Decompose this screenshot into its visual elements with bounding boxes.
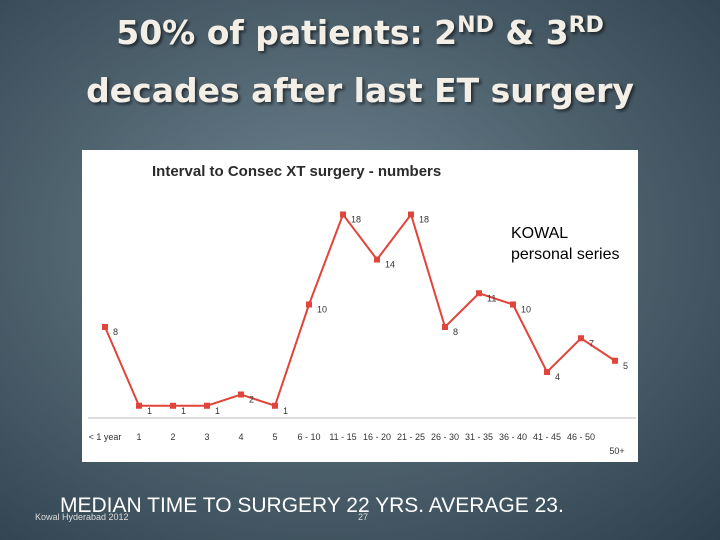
data-point: [170, 402, 176, 409]
x-tick-label: 2: [170, 432, 175, 442]
data-label: 1: [147, 406, 152, 416]
data-point: [102, 324, 108, 330]
data-label: 10: [317, 305, 327, 315]
title-superscript: RD: [569, 13, 604, 38]
annotation: KOWAL: [511, 225, 568, 242]
data-point: [306, 301, 312, 308]
data-point: [238, 391, 244, 398]
x-tick-label: 16 - 20: [363, 432, 391, 442]
footer: Kowal Hyderabad 2012: [35, 512, 129, 522]
x-tick-label: 4: [238, 432, 243, 442]
data-label: 14: [385, 260, 395, 270]
x-tick-label: 21 - 25: [397, 432, 425, 442]
summary: MEDIAN TIME TO SURGERY 22 YRS. AVERAGE 2…: [60, 494, 564, 517]
data-point: [476, 290, 482, 297]
chart-area: [82, 150, 638, 462]
data-label: 18: [351, 215, 361, 225]
x-tick-label: 3: [204, 432, 209, 442]
data-point: [136, 402, 142, 409]
data-point: [374, 256, 380, 263]
x-tick-label: 36 - 40: [499, 432, 527, 442]
title-part: & 3: [494, 13, 569, 52]
x-tick-label: 6 - 10: [297, 432, 320, 442]
data-point: [408, 211, 414, 218]
x-tick-label: 41 - 45: [533, 432, 561, 442]
data-point: [204, 402, 210, 409]
x-tick-label: 1: [136, 432, 141, 442]
data-point: [340, 211, 346, 218]
data-point: [272, 402, 278, 409]
title-superscript: ND: [457, 13, 494, 38]
x-tick-label: 26 - 30: [431, 432, 459, 442]
data-point: [442, 324, 448, 330]
data-label: 8: [453, 327, 458, 337]
slide-title: 50% of patients: 2ND & 3RD: [116, 13, 604, 52]
data-label: 1: [215, 406, 220, 416]
data-label: 4: [555, 372, 560, 382]
data-label: 1: [283, 406, 288, 416]
data-label: 2: [249, 395, 254, 405]
x-tick-label: 46 - 50: [567, 432, 595, 442]
slide-title: decades after last ET surgery: [86, 71, 634, 110]
data-label: 8: [113, 327, 118, 337]
annotation: personal series: [511, 246, 620, 263]
data-label: 5: [623, 361, 628, 371]
x-tick-label: 31 - 35: [465, 432, 493, 442]
x-tick-label: 5: [272, 432, 277, 442]
x-tick-label: 11 - 15: [329, 432, 356, 442]
data-label: 1: [181, 406, 186, 416]
data-label: 18: [419, 215, 429, 225]
data-label: 11: [487, 293, 496, 303]
data-label: 10: [521, 305, 531, 315]
x-tick-label: 50+: [609, 446, 624, 456]
page-number: 27: [358, 512, 368, 522]
data-label: 7: [589, 338, 594, 348]
chart-title: Interval to Consec XT surgery - numbers: [152, 163, 441, 180]
data-point: [510, 301, 516, 308]
data-line: [104, 212, 616, 408]
title-part: 50% of patients: 2: [116, 13, 457, 52]
x-tick-label: < 1 year: [89, 432, 122, 442]
data-point: [544, 369, 550, 375]
data-point: [578, 335, 584, 342]
data-point: [612, 357, 618, 364]
